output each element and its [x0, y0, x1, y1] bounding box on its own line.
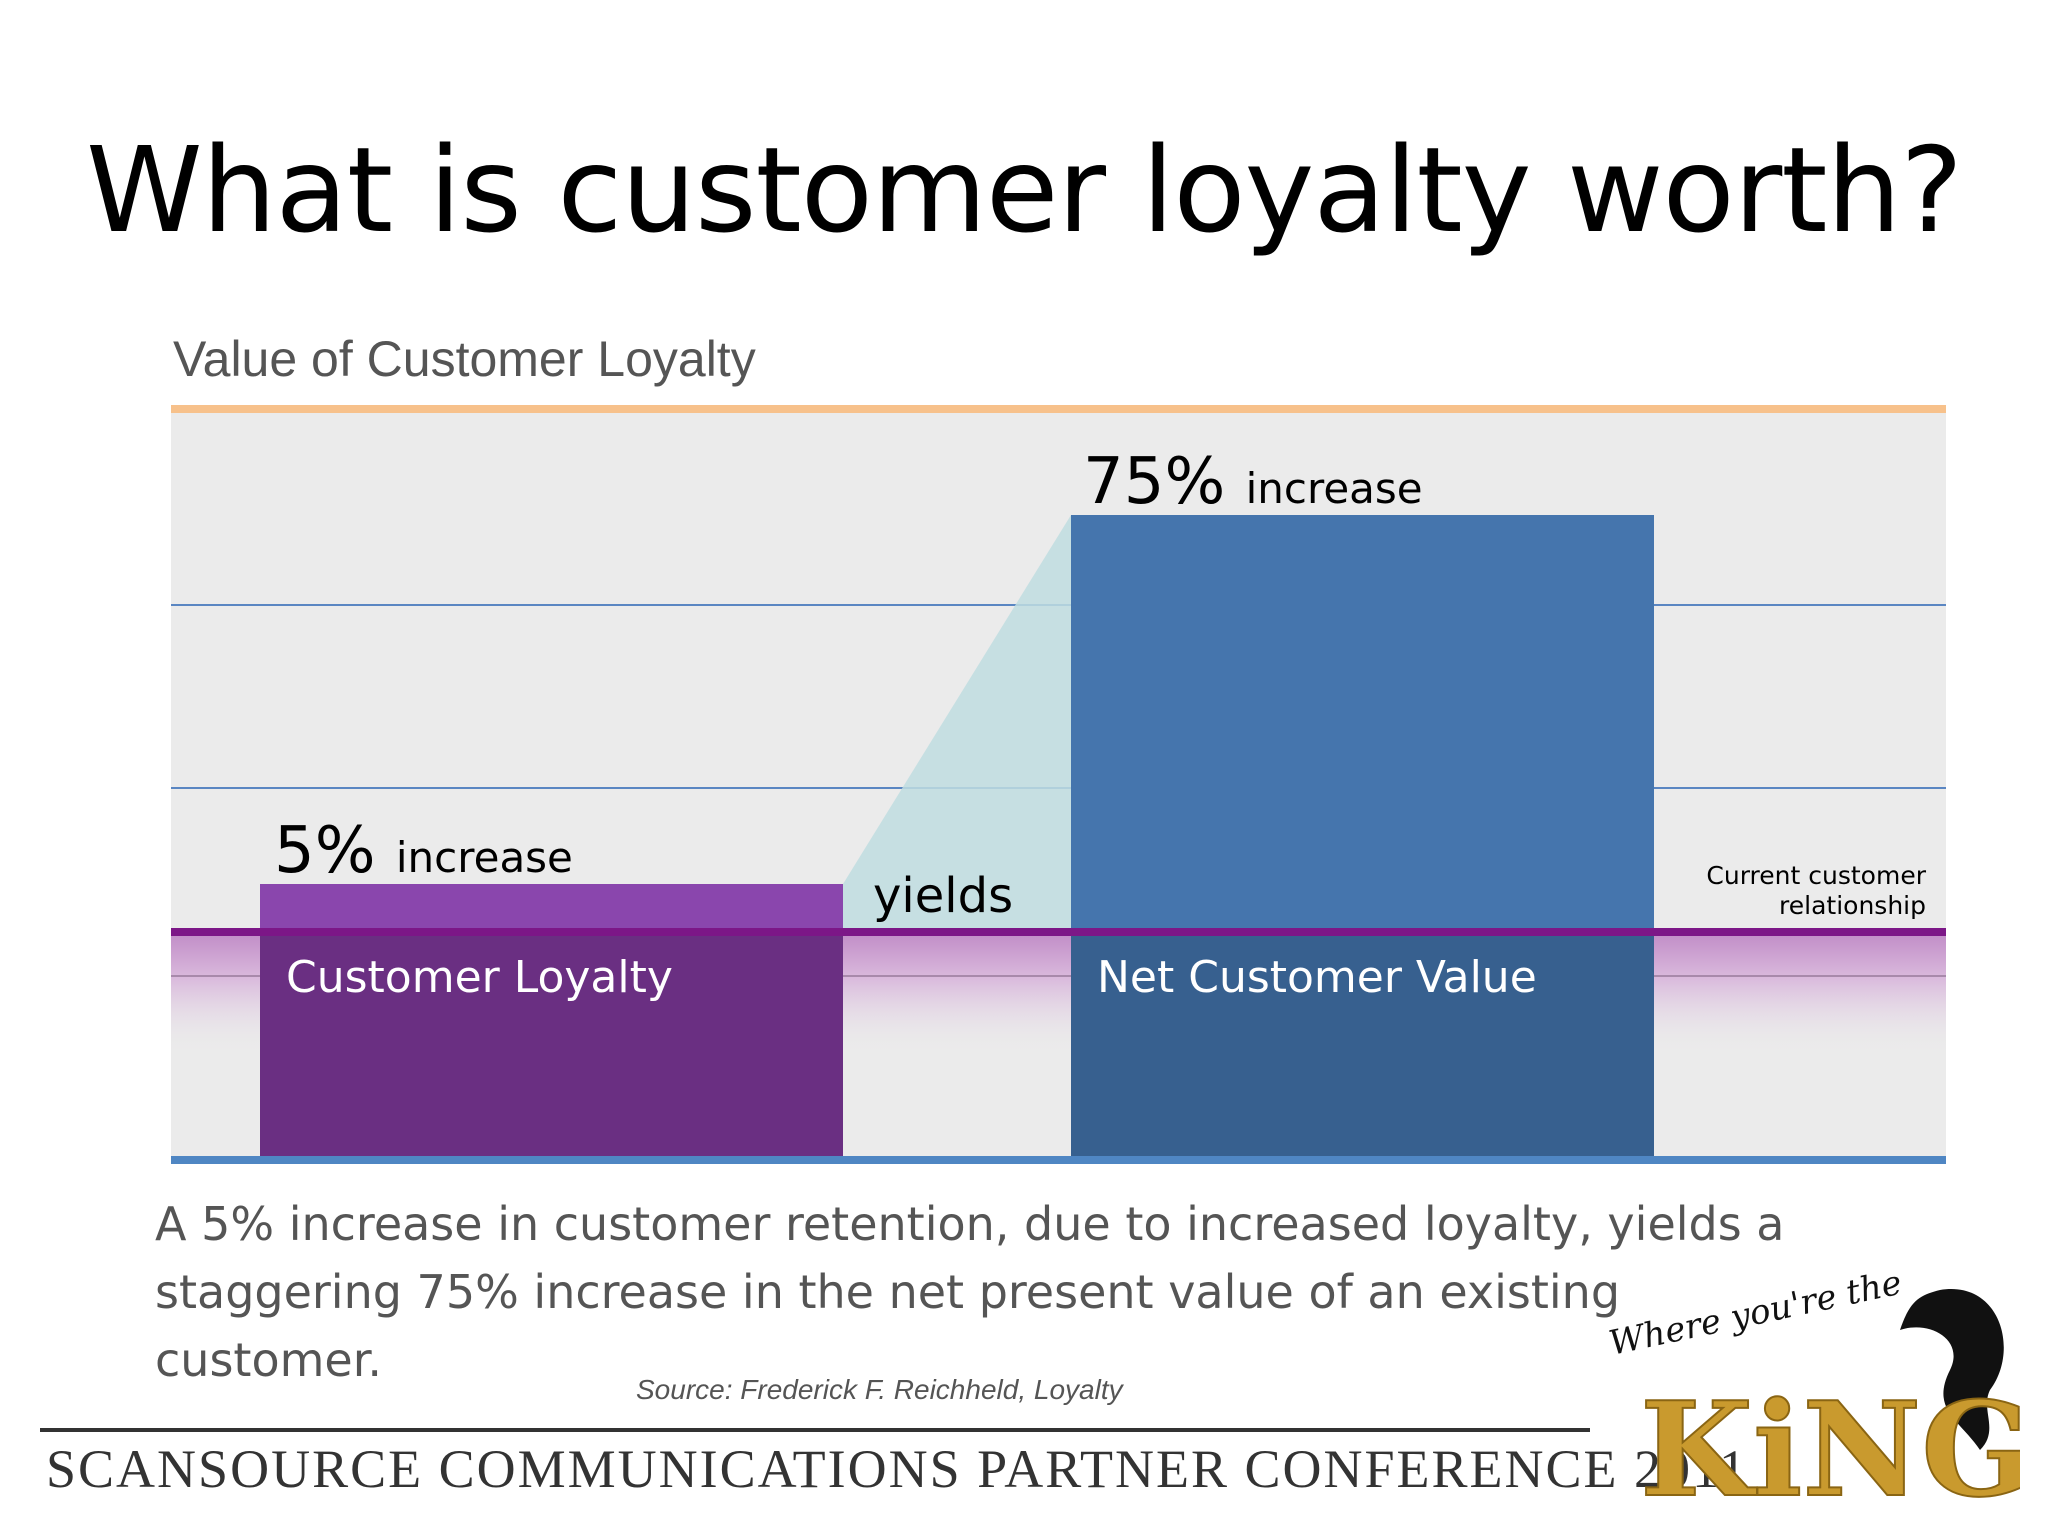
connector-label: yields: [873, 868, 1013, 924]
chart-title: Value of Customer Loyalty: [173, 331, 756, 387]
source-citation: Source: Frederick F. Reichheld, Loyalty: [636, 1374, 1123, 1405]
logo-king: KiNG: [1640, 1373, 2020, 1520]
footer-rule: [40, 1428, 1590, 1432]
footer-conference-name: SCANSOURCE COMMUNICATIONS PARTNER CONFER…: [46, 1439, 1748, 1499]
category-label-2: Net Customer Value: [1097, 952, 1537, 1003]
logo-tagline: Where you're the: [1606, 1270, 1906, 1364]
baseline-label-line-2: relationship: [1779, 891, 1926, 920]
slide-title: What is customer loyalty worth?: [86, 121, 1963, 259]
bar-2-upper: [1071, 515, 1654, 932]
baseline-line: [171, 928, 1946, 936]
baseline-label-line-1: Current customer: [1706, 861, 1926, 890]
category-label-1: Customer Loyalty: [286, 952, 673, 1003]
bar-2-lower: [1071, 932, 1654, 1160]
top-rule: [171, 405, 1946, 413]
king-logo: Where you're the KiNG: [1606, 1270, 2020, 1520]
loyalty-chart: Customer Loyalty Net Customer Value 5% inc…: [171, 405, 1946, 1164]
description-text: A 5% increase in customer retention, due…: [155, 1197, 1785, 1387]
value-label-2: 75% increase: [1083, 445, 1423, 519]
value-label-1: 5% increase: [274, 814, 573, 888]
bar-1-upper: [260, 884, 843, 932]
bar-1-lower: [260, 932, 843, 1160]
x-axis: [171, 1156, 1946, 1164]
yield-connector: [843, 515, 1071, 932]
